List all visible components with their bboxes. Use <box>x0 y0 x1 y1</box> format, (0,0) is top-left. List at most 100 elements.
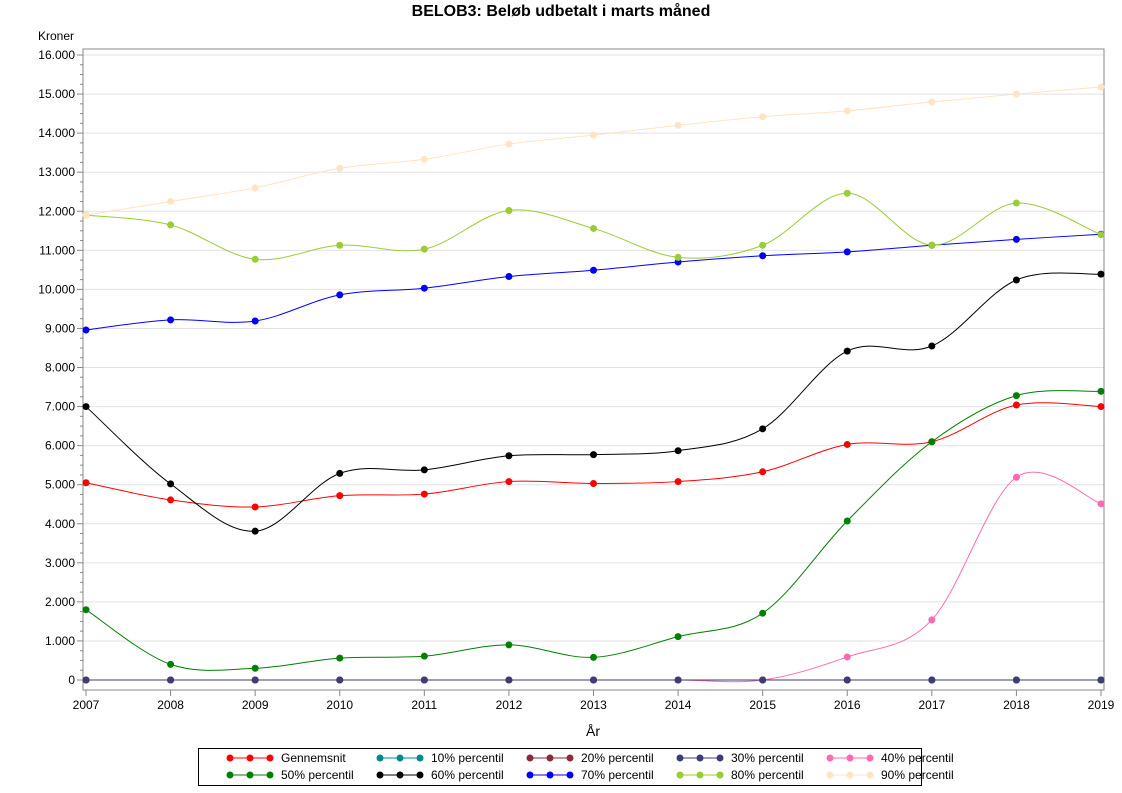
data-point <box>251 317 259 325</box>
series-90-percentil <box>82 83 1105 219</box>
data-point <box>82 403 90 411</box>
legend-item: 70% percentil <box>525 768 654 782</box>
legend-label: 60% percentil <box>431 768 504 782</box>
data-point <box>82 326 90 334</box>
y-tick-label: 6.000 <box>45 439 75 453</box>
data-point <box>759 425 767 433</box>
y-tick-label: 15.000 <box>38 87 75 101</box>
x-tick-label: 2010 <box>326 698 353 712</box>
series-line <box>85 272 1102 532</box>
data-point <box>759 676 767 684</box>
x-tick-label: 2007 <box>73 698 100 712</box>
x-tick-label: 2009 <box>242 698 269 712</box>
data-point <box>928 676 936 684</box>
x-tick-label: 2012 <box>496 698 523 712</box>
y-tick-label: 16.000 <box>38 48 75 62</box>
data-point <box>1097 83 1105 91</box>
data-point <box>1012 401 1020 409</box>
data-point <box>590 131 597 139</box>
data-point <box>928 98 936 106</box>
data-point <box>843 653 851 661</box>
legend-swatch <box>526 754 574 762</box>
data-point <box>82 676 90 684</box>
legend-item: 20% percentil <box>525 751 654 765</box>
data-point <box>167 197 175 205</box>
y-tick-label: 10.000 <box>38 282 75 296</box>
legend-item: 10% percentil <box>375 751 504 765</box>
x-tick-label: 2008 <box>157 698 184 712</box>
data-point <box>928 616 936 624</box>
x-tick-label: 2016 <box>834 698 861 712</box>
data-point <box>759 468 767 476</box>
data-point <box>1012 676 1020 684</box>
data-point <box>1097 500 1105 508</box>
data-point <box>167 316 175 324</box>
y-tick-label: 8.000 <box>45 361 75 375</box>
y-tick-label: 13.000 <box>38 165 75 179</box>
legend-swatch <box>376 754 424 762</box>
data-point <box>843 676 851 684</box>
data-point <box>505 641 513 649</box>
data-point <box>1012 473 1020 481</box>
data-point <box>674 633 682 641</box>
legend-label: 70% percentil <box>581 768 654 782</box>
data-point <box>505 676 513 684</box>
y-tick-label: 4.000 <box>45 517 75 531</box>
data-point <box>1012 276 1020 284</box>
data-point <box>843 347 851 355</box>
legend-item: 90% percentil <box>825 768 954 782</box>
data-point <box>251 676 259 684</box>
series-line <box>85 390 1102 671</box>
data-point <box>336 492 344 500</box>
data-point <box>1097 387 1105 395</box>
x-axis-label: År <box>586 723 600 739</box>
data-point <box>759 252 767 260</box>
data-point <box>759 113 767 121</box>
legend-swatch <box>526 771 574 779</box>
data-point <box>843 248 851 256</box>
y-tick-label: 14.000 <box>38 126 75 140</box>
data-point <box>420 652 428 660</box>
data-point <box>167 676 175 684</box>
legend-label: 40% percentil <box>881 751 954 765</box>
data-point <box>251 184 259 192</box>
legend-label: Gennemsnit <box>281 751 346 765</box>
data-point <box>674 478 682 486</box>
data-point <box>420 466 428 474</box>
y-tick-label: 1.000 <box>45 634 75 648</box>
x-tick-label: 2014 <box>665 698 692 712</box>
y-tick-label: 11.000 <box>39 243 75 257</box>
data-point <box>928 241 936 249</box>
legend-label: 10% percentil <box>431 751 504 765</box>
data-point <box>167 221 175 229</box>
data-point <box>590 653 597 661</box>
legend-item: 30% percentil <box>675 751 804 765</box>
series-30-percentil <box>82 676 1105 684</box>
data-point <box>251 255 259 263</box>
legend-swatch <box>676 771 724 779</box>
data-point <box>1097 403 1105 411</box>
data-point <box>82 479 90 487</box>
y-tick-label: 12.000 <box>38 204 75 218</box>
y-tick-label: 3.000 <box>45 556 75 570</box>
data-point <box>420 284 428 292</box>
legend-label: 30% percentil <box>731 751 804 765</box>
series-line <box>85 233 1102 331</box>
legend-label: 20% percentil <box>581 751 654 765</box>
legend-swatch <box>376 771 424 779</box>
legend-item: 60% percentil <box>375 768 504 782</box>
y-tick-label: 9.000 <box>45 321 75 335</box>
data-point <box>505 206 513 214</box>
data-point <box>82 606 90 614</box>
data-point <box>843 440 851 448</box>
data-point <box>420 245 428 253</box>
data-point <box>1012 235 1020 243</box>
data-point <box>590 480 597 488</box>
legend-item: 50% percentil <box>225 768 354 782</box>
y-tick-label: 7.000 <box>45 400 75 414</box>
data-point <box>336 164 344 172</box>
legend-label: 90% percentil <box>881 768 954 782</box>
data-point <box>590 451 597 459</box>
y-tick-label: 5.000 <box>45 478 75 492</box>
